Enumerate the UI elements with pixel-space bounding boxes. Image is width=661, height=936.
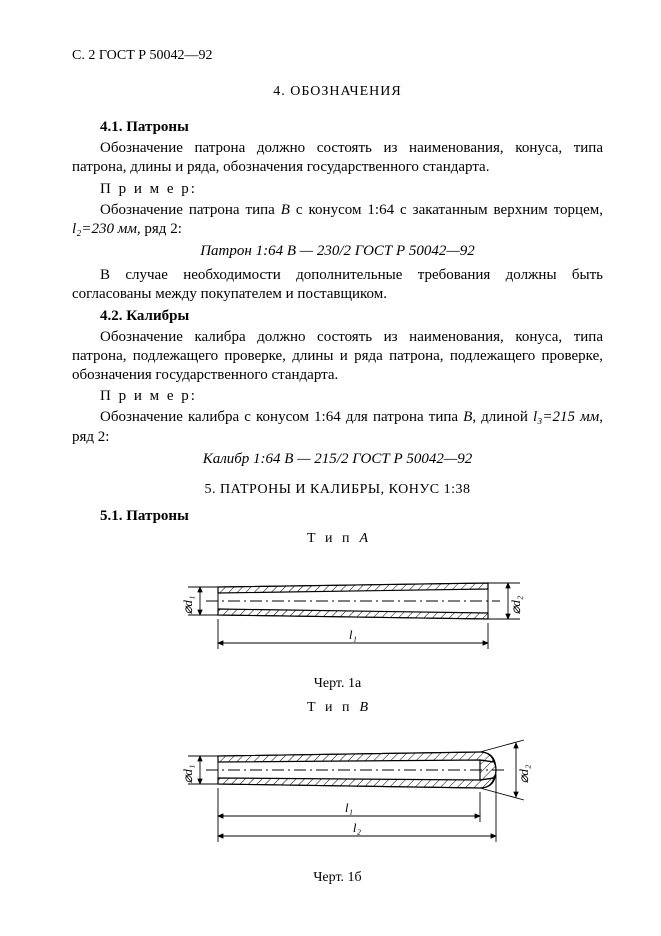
figure-1a-wrap: ⌀d₁ ⌀d₂ l₁ Черт. 1а [72, 557, 603, 692]
dim-d2: ⌀d₂ [508, 595, 523, 614]
para-4-2-body: Обозначение калибра должно состоять из н… [72, 328, 603, 386]
t: Обозначение патрона типа [100, 202, 281, 218]
letter-b: B [463, 409, 472, 425]
dim-l1-b: l₁ [344, 800, 352, 815]
section-4-title: 4. ОБОЗНАЧЕНИЯ [72, 84, 603, 100]
dim-l2-b: l₂ [352, 820, 361, 835]
example-label-1: П р и м е р: [100, 181, 197, 197]
dim-d1-b: ⌀d₁ [180, 764, 195, 783]
figure-1b-svg: ⌀d₁ ⌀d₂ l₁ l₂ [128, 726, 548, 866]
page-root: С. 2 ГОСТ Р 50042—92 4. ОБОЗНАЧЕНИЯ 4.1.… [0, 0, 661, 934]
label-4-1: 4.1. Патроны [100, 119, 189, 135]
example-label-2: П р и м е р: [100, 388, 197, 404]
caption-1b: Черт. 1б [313, 870, 361, 886]
letter-b: B [281, 202, 290, 218]
type-b-label: Т и п B [72, 700, 603, 716]
label-4-2: 4.2. Калибры [100, 308, 189, 324]
type-a-label: Т и п A [72, 531, 603, 547]
para-5-1-label: 5.1. Патроны [72, 508, 603, 525]
type-letter: A [359, 531, 368, 546]
para-4-1-ex-body: Обозначение патрона типа B с конусом 1:6… [72, 201, 603, 239]
type-prefix: Т и п [307, 700, 353, 715]
dim-d2-b: ⌀d₂ [516, 764, 531, 783]
section-5-title: 5. ПАТРОНЫ И КАЛИБРЫ, КОНУС 1:38 [72, 482, 603, 498]
para-4-1-tail: В случае необходимости дополнительные тр… [72, 266, 603, 304]
para-4-1-label: 4.1. Патроны [72, 118, 603, 137]
dim-l1: l₁ [348, 627, 356, 642]
type-prefix: Т и п [307, 531, 353, 546]
t: , длиной [472, 409, 533, 425]
var-l2: l₂=230 мм [72, 221, 137, 237]
figure-1a-svg: ⌀d₁ ⌀d₂ l₁ [128, 557, 548, 672]
equation-4-2: Калибр 1:64 В — 215/2 ГОСТ Р 50042—92 [72, 451, 603, 468]
label-5-1: 5.1. Патроны [100, 508, 189, 524]
para-4-1-ex-label: П р и м е р: [72, 180, 603, 199]
t: Обозначение калибра с конусом 1:64 для п… [100, 409, 463, 425]
figure-1b-wrap: ⌀d₁ ⌀d₂ l₁ l₂ Черт. 1б [72, 726, 603, 886]
para-4-1-body: Обозначение патрона должно состоять из н… [72, 139, 603, 177]
para-4-2-label: 4.2. Калибры [72, 307, 603, 326]
para-4-2-ex-label: П р и м е р: [72, 387, 603, 406]
t: , ряд 2: [137, 221, 182, 237]
type-letter: B [359, 700, 368, 715]
var-l3: l₃=215 мм [533, 409, 599, 425]
para-4-2-ex-body: Обозначение калибра с конусом 1:64 для п… [72, 408, 603, 446]
page-header: С. 2 ГОСТ Р 50042—92 [72, 48, 603, 64]
caption-1a: Черт. 1а [314, 676, 361, 692]
dim-d1: ⌀d₁ [180, 595, 195, 614]
t: с конусом 1:64 с закатанным верхним торц… [290, 202, 603, 218]
equation-4-1: Патрон 1:64 В — 230/2 ГОСТ Р 50042—92 [72, 243, 603, 260]
